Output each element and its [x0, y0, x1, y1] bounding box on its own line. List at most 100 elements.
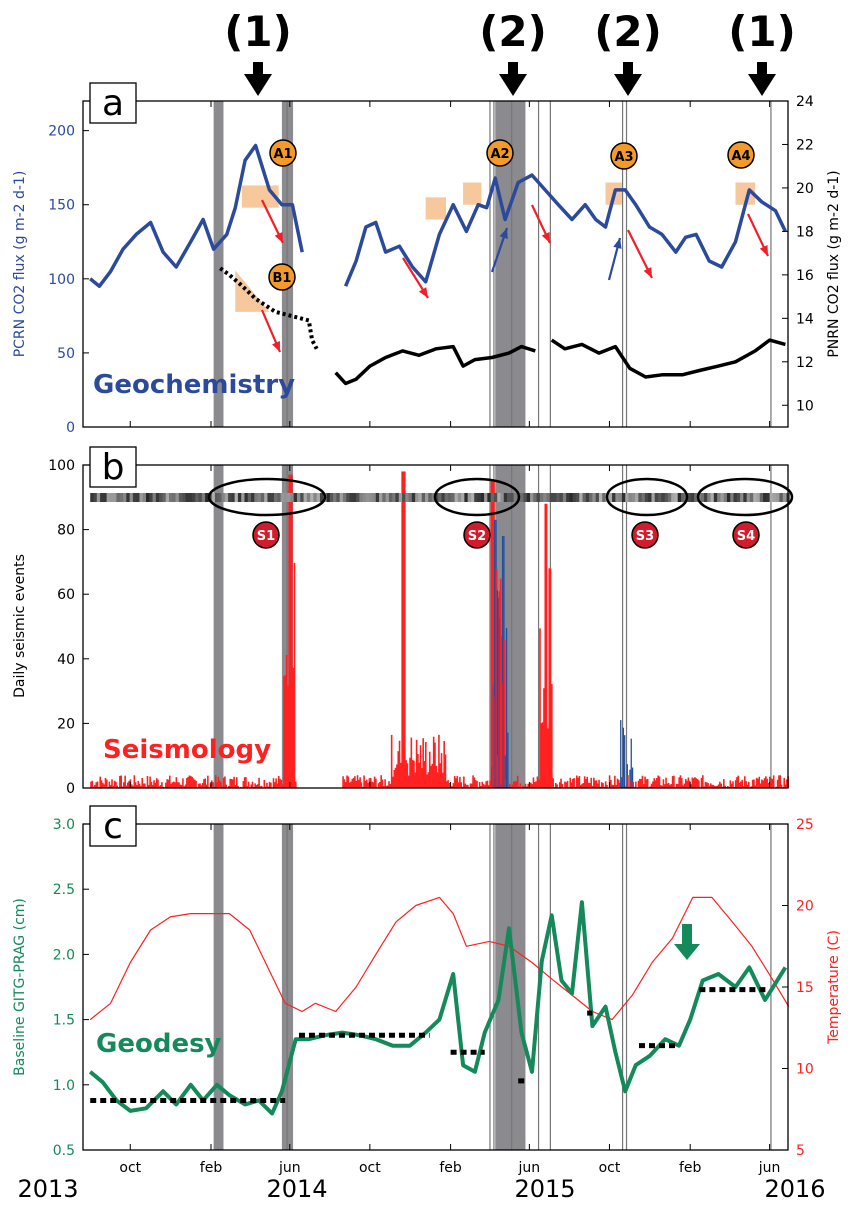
seismic-bar-vt [501, 536, 504, 788]
activity-strip-cell [671, 493, 676, 502]
activity-strip-cell [103, 493, 108, 502]
seismic-bar [554, 782, 557, 788]
activity-strip-cell [434, 493, 439, 502]
seismic-bar [246, 786, 249, 788]
activity-strip-cell [523, 493, 528, 502]
seismic-bar [291, 474, 293, 788]
activity-strip-cell [185, 493, 190, 502]
panel-letter: b [102, 447, 125, 488]
seismic-bar [656, 778, 658, 788]
activity-strip-cell [569, 493, 574, 502]
phase-arrow-icon [253, 62, 263, 76]
activity-strip-cell [677, 493, 682, 502]
cluster-badge-label: S2 [468, 529, 486, 544]
seismic-bar [100, 780, 103, 788]
y-tick-label-right: 20 [796, 181, 814, 197]
seismic-bar [702, 775, 704, 788]
seismic-bar [719, 781, 721, 788]
seismic-bar [352, 777, 355, 788]
seismic-bar [627, 775, 629, 788]
seismic-bar [771, 778, 774, 788]
seismic-bar-vt [504, 755, 506, 788]
seismic-bar [505, 779, 507, 788]
activity-strip-cell [756, 493, 761, 502]
seismic-bar [256, 784, 259, 788]
y-tick-label-left: 60 [57, 587, 75, 603]
seismic-bar [418, 762, 421, 788]
seismic-bar [734, 780, 737, 788]
seismic-bar [581, 784, 583, 788]
phase-marker-label: (1) [224, 7, 292, 56]
activity-strip-cell [152, 493, 157, 502]
panel-letter: c [103, 806, 123, 847]
seismic-bar [753, 779, 755, 788]
seismic-bar [444, 754, 447, 788]
seismic-bar [451, 786, 453, 788]
seismic-bar [182, 778, 184, 788]
seismic-bar [499, 578, 502, 788]
seismic-bar [780, 784, 783, 788]
anomaly-badge-label: A4 [731, 149, 750, 164]
activity-strip-cell [244, 493, 249, 502]
seismic-bar [678, 777, 680, 788]
seismic-bar [170, 783, 172, 788]
seismic-bar [439, 763, 442, 788]
seismic-bar [133, 775, 136, 788]
seismic-bar [652, 781, 654, 788]
seismic-bar [373, 776, 376, 788]
pnrn-series-line [334, 344, 536, 386]
activity-strip-cell [382, 493, 387, 502]
seismic-bar-vt [629, 769, 631, 788]
activity-strip-cell [431, 493, 436, 502]
month-tick-label: oct [359, 1160, 381, 1176]
seismic-bar [147, 784, 150, 788]
activity-strip-cell [644, 493, 649, 502]
activity-strip-cell [493, 493, 498, 502]
seismic-bar [690, 784, 692, 788]
month-tick-label: jun [278, 1160, 301, 1176]
cluster-badge [463, 521, 491, 549]
seismic-bar [94, 784, 96, 788]
seismic-bar [419, 745, 422, 788]
seismic-bar [442, 772, 444, 788]
activity-strip-cell [533, 493, 538, 502]
seismic-bar [168, 775, 171, 788]
y-axis-title-right: PNRN CO2 flux (g m-2 d-1) [826, 170, 842, 357]
activity-strip-cell [408, 493, 413, 502]
seismic-bar [251, 781, 254, 788]
activity-strip-cell [303, 493, 308, 502]
activity-strip-cell [139, 493, 144, 502]
y-tick-label-right: 22 [796, 137, 814, 153]
activity-strip-cell [772, 493, 777, 502]
seismic-bar [179, 784, 182, 788]
seismic-bar [381, 779, 384, 788]
seismic-bar [350, 781, 352, 788]
activity-strip-cell [592, 493, 597, 502]
seismic-bar [746, 784, 749, 788]
seismic-bar [411, 760, 414, 788]
seismic-bar [526, 786, 528, 788]
seismic-bar [610, 779, 612, 788]
activity-strip-cell [365, 493, 370, 502]
activity-strip-cell [726, 493, 731, 502]
seismic-bar [615, 784, 617, 788]
activity-strip-cell [769, 493, 774, 502]
activity-strip-cell [654, 493, 659, 502]
activity-strip-cell [776, 493, 781, 502]
activity-strip-cell [480, 493, 485, 502]
seismic-bar [632, 781, 635, 788]
cluster-badge-label: S4 [737, 529, 755, 544]
activity-strip-cell [723, 493, 728, 502]
seismic-bar [754, 785, 757, 788]
seismic-bar [216, 782, 218, 788]
seismic-bar [460, 782, 463, 788]
seismic-bar [153, 780, 155, 788]
activity-strip-cell [251, 493, 256, 502]
activity-strip-cell [211, 493, 216, 502]
activity-strip-cell [451, 493, 456, 502]
activity-strip-cell [720, 493, 725, 502]
seismic-bar [543, 688, 545, 788]
activity-strip-cell [694, 493, 699, 502]
seismic-bar [283, 676, 285, 788]
activity-strip-cell [182, 493, 187, 502]
